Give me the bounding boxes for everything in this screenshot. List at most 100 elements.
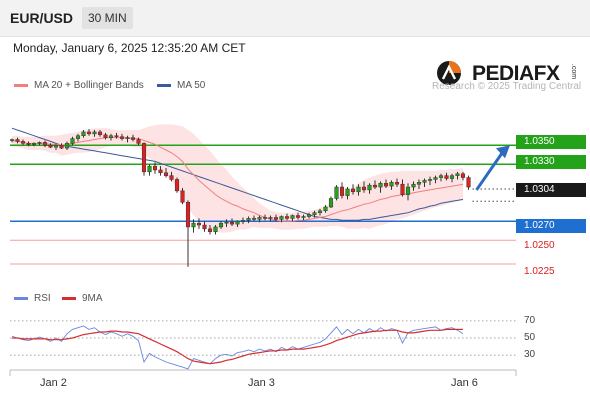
- rsi-tick-30: 30: [524, 349, 536, 360]
- candle-body-21: [125, 137, 130, 139]
- legend-9ma-label: 9MA: [82, 293, 103, 304]
- candle-body-83: [466, 177, 471, 188]
- candle-body-29: [169, 175, 174, 180]
- candle-body-4: [31, 143, 37, 145]
- candle-body-72: [405, 186, 411, 195]
- candle-body-77: [433, 177, 438, 180]
- candle-body-81: [455, 173, 460, 176]
- legend-ma50: MA 50: [157, 80, 205, 91]
- rsi-tick-50: 50: [524, 332, 536, 343]
- candle-body-52: [295, 215, 301, 218]
- candle-body-20: [119, 136, 125, 139]
- legend-rsi-swatch: [14, 296, 28, 300]
- candle-body-50: [284, 216, 290, 219]
- candle-body-25: [147, 165, 152, 173]
- candle-body-79: [444, 175, 449, 179]
- candle-body-11: [70, 138, 75, 144]
- candle-body-55: [312, 212, 317, 215]
- candle-body-41: [235, 221, 240, 225]
- legend-bollinger: MA 20 + Bollinger Bands: [14, 80, 144, 91]
- candle-body-26: [152, 165, 158, 171]
- candle-body-65: [367, 184, 372, 191]
- watermark: Research © 2025 Trading Central: [432, 81, 582, 92]
- candle-body-22: [130, 137, 136, 140]
- candle-body-82: [460, 173, 466, 178]
- candle-body-61: [345, 188, 350, 196]
- brand-name: PEDIAFX: [472, 62, 560, 85]
- forecast-arrow-head: [496, 145, 510, 159]
- candle-body-33: [191, 222, 196, 228]
- candle-body-74: [416, 182, 422, 185]
- candle-body-19: [114, 135, 119, 137]
- candle-body-68: [383, 183, 389, 187]
- level-label-2: 1.0330: [516, 155, 586, 169]
- rsi-series-9ma-line: [12, 328, 463, 365]
- forecast-arrow-shaft: [475, 149, 506, 191]
- candle-body-51: [290, 215, 295, 219]
- candle-body-18: [108, 135, 114, 138]
- x-label-jan2: Jan 2: [40, 377, 67, 389]
- candle-body-13: [81, 131, 86, 136]
- legend-bollinger-label: MA 20 + Bollinger Bands: [34, 80, 144, 91]
- candle-body-12: [75, 135, 81, 139]
- candle-body-31: [180, 190, 185, 203]
- candle-body-0: [9, 139, 15, 141]
- rsi-tick-70: 70: [524, 315, 536, 326]
- candle-body-62: [350, 188, 356, 193]
- timeframe-badge[interactable]: 30 MIN: [82, 7, 133, 29]
- candle-body-64: [361, 186, 367, 191]
- candle-body-36: [207, 228, 213, 232]
- candle-body-66: [372, 184, 378, 188]
- candle-body-49: [279, 216, 284, 220]
- candle-body-67: [378, 183, 383, 188]
- candle-body-16: [97, 131, 103, 136]
- candle-body-44: [251, 218, 257, 220]
- candle-body-14: [86, 131, 92, 135]
- chart-header: EUR/USD 30 MIN: [0, 0, 590, 37]
- candle-body-8: [53, 145, 59, 148]
- candle-body-28: [163, 172, 169, 176]
- candle-body-54: [306, 214, 312, 217]
- legend-9ma-swatch: [62, 296, 76, 300]
- candle-body-59: [334, 186, 339, 199]
- candle-body-7: [48, 145, 53, 148]
- candle-body-57: [323, 206, 328, 212]
- legend-ma50-label: MA 50: [177, 80, 206, 91]
- candle-body-1: [15, 139, 20, 142]
- candle-body-2: [20, 141, 26, 144]
- candle-body-56: [317, 210, 323, 213]
- candle-body-69: [389, 182, 394, 187]
- rsi-series-rsi-line: [11, 325, 464, 370]
- candle-body-34: [196, 222, 202, 226]
- candle-body-46: [262, 217, 268, 219]
- candle-body-70: [394, 182, 400, 185]
- candle-body-48: [273, 217, 279, 220]
- candle-body-45: [257, 217, 262, 220]
- legend-rsi-label: RSI: [34, 293, 51, 304]
- candle-body-37: [213, 226, 218, 232]
- candle-body-17: [103, 134, 108, 138]
- candle-body-6: [42, 142, 48, 146]
- legend-9ma: 9MA: [62, 293, 103, 304]
- level-label-1: 1.0350: [516, 135, 586, 149]
- candle-body-80: [449, 175, 455, 179]
- pediafx-logo-icon: [437, 61, 461, 85]
- candle-body-76: [427, 179, 433, 181]
- chart-datetime: Monday, January 6, 2025 12:35:20 AM CET: [13, 41, 246, 55]
- candle-body-39: [224, 221, 229, 224]
- candle-body-9: [59, 145, 64, 149]
- candle-body-30: [174, 179, 180, 192]
- candle-body-42: [240, 220, 246, 222]
- candle-body-27: [158, 169, 163, 174]
- candle-body-43: [246, 218, 251, 221]
- symbol-label: EUR/USD: [10, 10, 74, 26]
- candle-body-40: [229, 221, 235, 225]
- candle-body-35: [202, 224, 207, 230]
- level-label-5: 1.0225: [524, 266, 555, 277]
- candle-body-3: [26, 143, 31, 145]
- candle-body-32: [185, 202, 191, 228]
- current-price-label: 1.0304: [516, 183, 586, 197]
- level-label-3: 1.0270: [516, 219, 586, 233]
- ma50-line: [11, 127, 464, 221]
- candle-body-71: [400, 183, 405, 195]
